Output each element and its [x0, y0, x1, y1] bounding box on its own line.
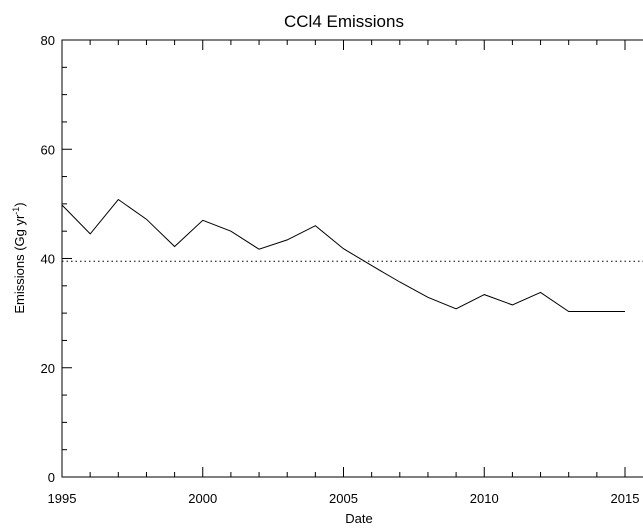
axis-ticks [61, 39, 626, 478]
plot-frame [61, 39, 643, 478]
y-tick-label: 20 [41, 361, 55, 376]
y-axis-label-superscript: -1 [11, 207, 21, 215]
x-tick-label: 2000 [188, 491, 217, 506]
y-tick-label: 0 [48, 470, 55, 485]
x-tick-label: 1995 [48, 491, 77, 506]
y-tick-label: 40 [41, 252, 55, 267]
y-tick-label: 80 [41, 33, 55, 48]
x-axis-label: Date [345, 511, 372, 526]
y-tick-label: 60 [41, 142, 55, 157]
x-tick-label: 2005 [329, 491, 358, 506]
y-axis-label-main: Emissions (Gg yr [12, 214, 27, 314]
chart-title: CCl4 Emissions [284, 12, 404, 31]
y-axis-label: Emissions (Gg yr-1) [11, 202, 27, 313]
x-tick-label: 2010 [470, 491, 499, 506]
x-tick-labels: 1995 2000 2005 2010 2015 [48, 491, 640, 506]
plot-area [61, 39, 643, 478]
y-axis-label-close: ) [12, 202, 27, 206]
y-tick-labels: 0 20 40 60 80 [41, 33, 55, 485]
x-tick-label: 2015 [611, 491, 640, 506]
series-line-emissions [61, 198, 625, 312]
